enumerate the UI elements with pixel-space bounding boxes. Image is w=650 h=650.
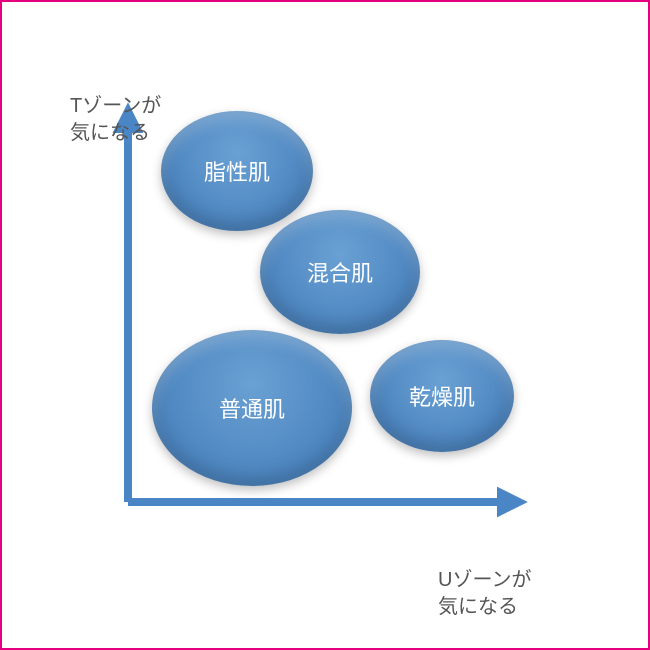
ellipse-normal: 普通肌 [152, 330, 352, 486]
y-axis-label-text: Tゾーンが 気になる [70, 95, 161, 144]
y-axis-label: Tゾーンが 気になる [70, 66, 161, 147]
x-axis-label: Uゾーンが 気になる [438, 540, 531, 621]
ellipse-label-dry: 乾燥肌 [409, 380, 475, 412]
ellipse-label-normal: 普通肌 [219, 392, 285, 424]
ellipse-label-oily: 脂性肌 [204, 155, 270, 187]
ellipse-dry: 乾燥肌 [370, 340, 514, 452]
ellipse-oily: 脂性肌 [161, 111, 313, 231]
x-axis-label-text: Uゾーンが 気になる [438, 569, 531, 618]
ellipse-label-combo: 混合肌 [307, 256, 373, 288]
quadrant-chart: Tゾーンが 気になる Uゾーンが 気になる 脂性肌混合肌普通肌 乾燥肌 [0, 0, 650, 650]
ellipse-combo: 混合肌 [260, 210, 420, 334]
